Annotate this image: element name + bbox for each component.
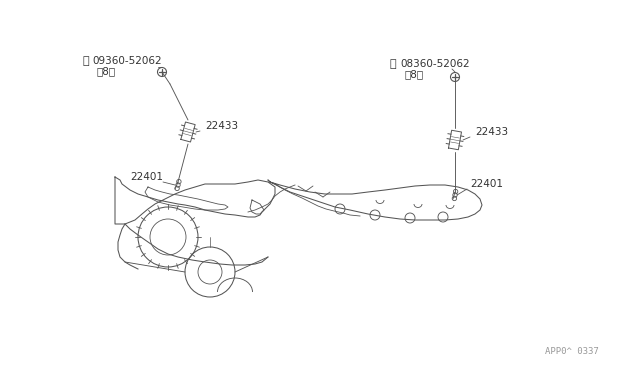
Text: 22433: 22433	[205, 121, 238, 131]
Text: 22433: 22433	[475, 127, 508, 137]
Text: Ⓢ: Ⓢ	[390, 59, 397, 69]
Text: （8）: （8）	[405, 69, 424, 79]
Text: 22401: 22401	[470, 179, 503, 189]
Text: APP0^ 0337: APP0^ 0337	[545, 347, 599, 356]
Text: 09360-52062: 09360-52062	[92, 56, 162, 66]
Text: 08360-52062: 08360-52062	[400, 59, 470, 69]
Text: Ⓢ: Ⓢ	[82, 56, 88, 66]
Text: （8）: （8）	[96, 66, 115, 76]
Text: 22401: 22401	[130, 172, 163, 182]
